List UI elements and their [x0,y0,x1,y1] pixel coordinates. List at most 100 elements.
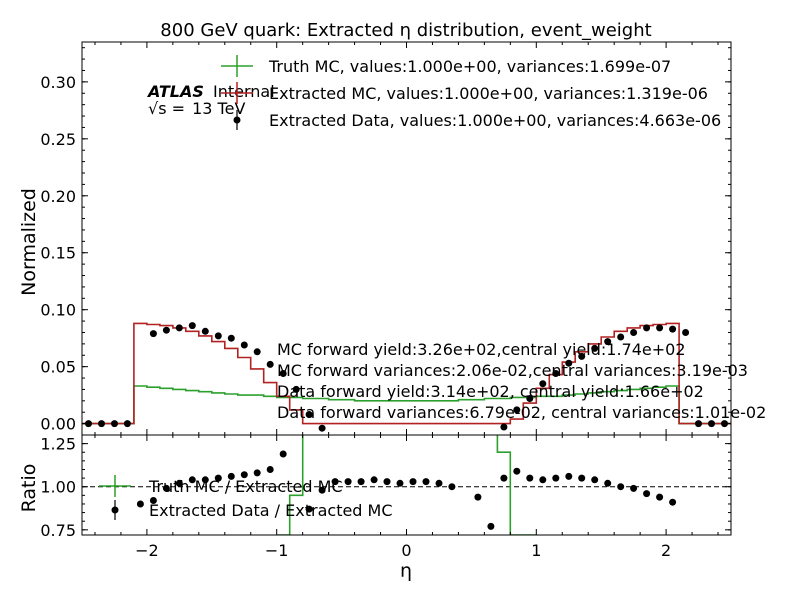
data-point [175,324,183,332]
ratio-point [253,469,261,477]
ratio-point [331,478,339,486]
x-axis-ticks: −2 −1 0 1 2 [94,42,719,560]
data-point [643,324,651,332]
y-tick-label: 0.05 [40,358,76,377]
ratio-point [643,490,651,498]
extracted-mc-step [82,322,731,425]
ratio-point [201,476,209,484]
ratio-point [513,467,521,475]
data-point [240,341,248,349]
x-tick-label: −2 [135,541,159,560]
ratio-legend: Truth MC / Extracted MC Extracted Data /… [99,475,393,520]
ratio-point [526,474,534,482]
ratio-point [266,466,274,473]
data-point [98,420,105,428]
legend-label-truth-over-extracted: Truth MC / Extracted MC [148,477,343,496]
ratio-panel-data [82,435,731,535]
data-point [578,352,586,360]
y-tick-label: 1.25 [40,435,76,454]
data-point [201,327,209,335]
data-point [617,333,625,341]
svg-text:ATLAS Internal: ATLAS Internal [146,82,275,101]
ratio-point [136,500,144,508]
annotation-data-variances: Data forward variances:6.79e-02, central… [277,403,766,422]
data-point [123,420,131,428]
ratio-point [227,472,235,480]
ratio-point [539,476,547,484]
legend-entry-truth-mc: Truth MC, values:1.000e+00, variances:1.… [221,55,671,77]
ratio-point [318,486,326,494]
annotation-data-yield: Data forward yield:3.14e+02, central yie… [277,382,704,401]
ratio-point [669,498,677,506]
data-point [669,325,677,333]
legend-label-extracted-data: Extracted Data, values:1.000e+00, varian… [269,111,721,130]
ratio-point [357,478,365,486]
ratio-point [474,493,482,501]
ratio-point [578,474,586,482]
ratio-point [656,493,664,501]
x-tick-label: −1 [265,541,289,560]
data-point [227,334,235,342]
x-axis-label: η [400,560,412,582]
data-point [552,370,560,377]
ratio-point [591,476,599,484]
data-point [85,420,92,428]
x-tick-label: 1 [531,541,541,560]
ratio-point [175,479,183,487]
data-point [604,338,612,346]
ratio-point [162,484,170,492]
data-point [162,326,170,334]
svg-text:√s = 13 TeV: √s = 13 TeV [148,99,245,118]
data-point [708,420,715,428]
data-point [305,411,313,418]
y-tick-label: 0.10 [40,301,76,320]
y-tick-label: 0.15 [40,244,76,263]
top-legend: Truth MC, values:1.000e+00, variances:1.… [221,55,721,130]
energy-prefix: √s = [148,99,190,118]
ratio-point [630,484,638,492]
annotation-mc-yield: MC forward yield:3.26e+02,central yield:… [277,340,686,359]
data-point [188,322,196,330]
top-panel-ticks: 0.00 0.05 0.10 0.15 0.20 0.25 0.30 [40,47,731,436]
ratio-point [214,474,222,482]
energy-value: 13 TeV [192,99,245,118]
annotation-mc-variances: MC forward variances:2.06e-02,central va… [277,361,748,380]
data-point [721,420,728,428]
data-point [539,380,547,388]
y-tick-label: 1.00 [40,478,76,497]
atlas-name: ATLAS [146,82,204,101]
data-point [591,344,599,352]
top-y-label: Normalized [18,188,40,296]
ratio-point [435,479,443,487]
data-point [630,329,638,336]
data-point [214,332,222,340]
legend-label-extracted-mc: Extracted MC, values:1.000e+00, variance… [269,84,708,103]
legend-label-truth-mc: Truth MC, values:1.000e+00, variances:1.… [268,57,671,76]
yield-annotations: MC forward yield:3.26e+02,central yield:… [277,340,766,422]
ratio-y-label: Ratio [18,464,40,513]
y-tick-label: 0.25 [40,130,76,149]
data-point [292,385,300,393]
ratio-point [188,476,196,484]
ratio-point [604,479,612,487]
data-point [266,360,274,368]
ratio-point [370,476,378,484]
ratio-point [552,474,560,482]
top-panel: 0.000.050.100.150.200.250.30 Normalized … [18,41,766,436]
data-point [695,420,702,428]
ratio-point [240,471,248,479]
atlas-status: Internal [213,82,275,101]
ratio-point [487,522,495,530]
ratio-point [617,483,625,491]
truth-over-extracted-step [276,435,537,535]
ratio-point [448,483,456,491]
ratio-panel: 0.75 1.00 1.25 Ratio Truth MC / Extracted … [18,434,732,540]
data-point [656,324,664,332]
legend-entry-data-over-extracted: Extracted Data / Extracted MC [111,500,393,520]
y-tick-label: 0.75 [40,521,76,540]
y-tick-label: 0.20 [40,187,76,206]
data-point [318,424,326,432]
ratio-point [500,474,508,482]
data-point [565,359,573,367]
truth-mc-step [82,385,731,425]
